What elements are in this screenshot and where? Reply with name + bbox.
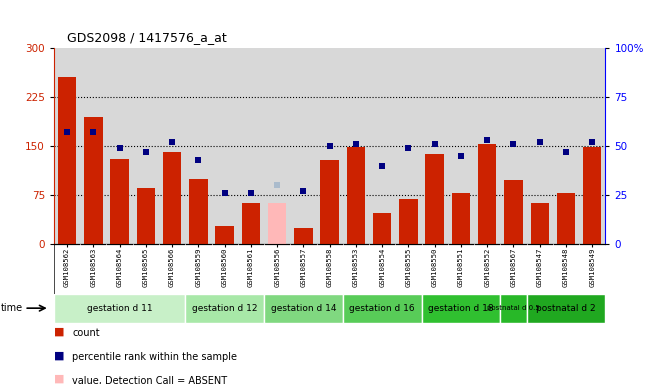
Bar bbox=[186, 294, 264, 323]
Bar bbox=[347, 147, 365, 244]
Text: count: count bbox=[72, 328, 100, 338]
Bar bbox=[264, 294, 343, 323]
Bar bbox=[373, 212, 392, 244]
Text: gestation d 11: gestation d 11 bbox=[87, 304, 153, 313]
Bar bbox=[343, 294, 422, 323]
Text: gestation d 14: gestation d 14 bbox=[270, 304, 336, 313]
Bar bbox=[583, 147, 601, 244]
Text: gestation d 12: gestation d 12 bbox=[192, 304, 257, 313]
Text: postnatal d 2: postnatal d 2 bbox=[536, 304, 595, 313]
Bar bbox=[190, 179, 207, 244]
Text: value, Detection Call = ABSENT: value, Detection Call = ABSENT bbox=[72, 376, 228, 384]
Bar bbox=[526, 294, 605, 323]
Bar bbox=[478, 144, 496, 244]
Bar bbox=[268, 204, 286, 244]
Bar bbox=[452, 193, 470, 244]
Text: time: time bbox=[1, 303, 23, 313]
Bar bbox=[426, 154, 444, 244]
Bar bbox=[294, 227, 313, 244]
Bar bbox=[54, 294, 186, 323]
Bar bbox=[530, 203, 549, 244]
Bar bbox=[399, 199, 418, 244]
Text: gestation d 18: gestation d 18 bbox=[428, 304, 494, 313]
Bar bbox=[58, 78, 76, 244]
Bar bbox=[163, 152, 182, 244]
Bar bbox=[241, 204, 260, 244]
Bar bbox=[504, 180, 522, 244]
Bar bbox=[84, 117, 103, 244]
Text: ■: ■ bbox=[54, 374, 64, 384]
Text: percentile rank within the sample: percentile rank within the sample bbox=[72, 352, 238, 362]
Bar bbox=[111, 159, 129, 244]
Bar bbox=[137, 189, 155, 244]
Bar bbox=[557, 193, 575, 244]
Bar bbox=[500, 294, 526, 323]
Bar bbox=[320, 160, 339, 244]
Text: postnatal d 0.5: postnatal d 0.5 bbox=[487, 305, 540, 311]
Text: GDS2098 / 1417576_a_at: GDS2098 / 1417576_a_at bbox=[67, 31, 227, 44]
Text: ■: ■ bbox=[54, 326, 64, 336]
Text: ■: ■ bbox=[54, 350, 64, 360]
Bar bbox=[215, 225, 234, 244]
Bar bbox=[422, 294, 500, 323]
Text: gestation d 16: gestation d 16 bbox=[349, 304, 415, 313]
